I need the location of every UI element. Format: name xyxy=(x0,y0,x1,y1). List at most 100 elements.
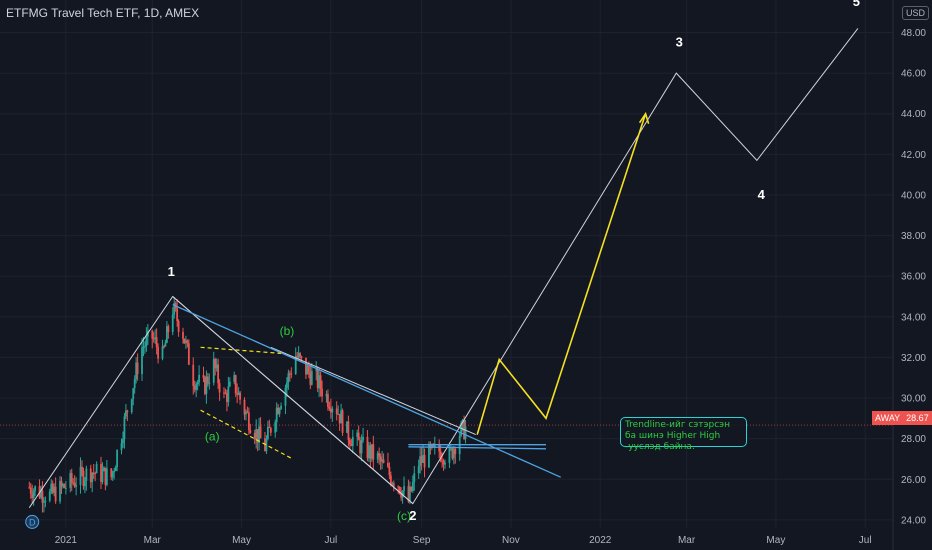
price-axis[interactable]: 24.00 26.00 28.00 30.00 32.00 34.00 36.00 38.00… xyxy=(901,28,926,526)
y-tick-label: 28.00 xyxy=(901,434,926,445)
candle-body xyxy=(126,410,129,413)
y-tick-label: 46.00 xyxy=(901,69,926,80)
candle-body xyxy=(284,387,287,406)
candle-body xyxy=(218,383,221,393)
annotation-callout[interactable]: Trendline-ийг сэтэрсэн ба шинэ Higher Hi… xyxy=(620,417,747,452)
candle-body xyxy=(69,473,72,488)
candle-body xyxy=(409,486,411,502)
candle-body xyxy=(348,440,351,444)
x-tick-label: Nov xyxy=(502,535,520,546)
candlestick-series xyxy=(28,296,467,513)
candle-body xyxy=(439,451,442,461)
candle-body xyxy=(255,429,258,440)
candle-body xyxy=(413,473,416,483)
candle-body xyxy=(183,338,186,344)
y-tick-label: 24.00 xyxy=(901,515,926,526)
candle-body xyxy=(432,444,435,447)
y-tick-label: 38.00 xyxy=(901,231,926,242)
candle-body xyxy=(428,444,430,468)
candle-body xyxy=(196,382,199,385)
candle-body xyxy=(111,471,114,478)
elliott-wave-path xyxy=(28,28,859,508)
candle-body xyxy=(202,374,205,378)
candle-body xyxy=(223,392,225,394)
candle-body xyxy=(54,486,57,502)
candle-body xyxy=(154,337,157,339)
candle-body xyxy=(142,346,145,348)
candle-body xyxy=(328,406,331,409)
candle-body xyxy=(40,490,42,498)
candle-body xyxy=(94,472,97,474)
candle-body xyxy=(407,486,410,502)
wave-label: (a) xyxy=(205,430,220,444)
candle-body xyxy=(62,484,64,487)
candle-body xyxy=(249,430,252,433)
y-tick-label: 26.00 xyxy=(901,475,926,486)
wave-label: 4 xyxy=(758,187,766,202)
candle-body xyxy=(214,359,217,369)
candle-body xyxy=(164,342,167,347)
candle-body xyxy=(419,456,422,467)
x-tick-label: Jul xyxy=(324,535,337,546)
candle-body xyxy=(122,439,124,444)
candle-body xyxy=(92,472,95,474)
projection-arrowhead xyxy=(638,111,650,124)
y-tick-label: 44.00 xyxy=(901,109,926,120)
y-tick-label: 36.00 xyxy=(901,272,926,283)
candle-body xyxy=(452,448,455,459)
y-tick-label: 30.00 xyxy=(901,394,926,405)
candle-body xyxy=(389,475,392,484)
chart-title: ETFMG Travel Tech ETF, 1D, AMEX xyxy=(6,6,200,20)
grid-lines xyxy=(0,0,894,550)
candle-body xyxy=(350,443,353,447)
last-price-value: 28.67 xyxy=(903,411,932,425)
candle-body xyxy=(433,444,436,447)
candle-body xyxy=(130,399,133,413)
candle-body xyxy=(132,388,135,400)
candle-body xyxy=(417,466,420,474)
candle-body xyxy=(193,386,196,390)
x-tick-label: 2022 xyxy=(589,535,612,546)
candle-body xyxy=(152,338,155,340)
candle-body xyxy=(294,356,297,374)
candle-body xyxy=(318,375,321,389)
candle-body xyxy=(258,426,261,443)
candle-body xyxy=(135,362,138,380)
candle-body xyxy=(403,486,405,491)
candle-body xyxy=(372,444,375,460)
candle-body xyxy=(95,464,98,474)
candle-body xyxy=(123,416,126,440)
candle-body xyxy=(110,468,113,478)
candle-body xyxy=(163,346,165,348)
candle-body xyxy=(101,471,104,482)
candle-body xyxy=(387,462,389,467)
candle-body xyxy=(246,411,249,413)
candle-body xyxy=(103,467,105,472)
candle-body xyxy=(198,374,200,383)
time-axis[interactable]: 2021 Mar May Jul Sep Nov 2022 Mar May Jul xyxy=(55,535,872,546)
candle-body xyxy=(253,432,256,440)
candle-body xyxy=(288,373,291,375)
candle-body xyxy=(177,320,180,332)
candle-body xyxy=(287,373,290,383)
candle-body xyxy=(51,483,54,493)
projection-path xyxy=(476,113,647,435)
candle-body xyxy=(29,487,32,494)
candle-body xyxy=(319,375,322,389)
candle-body xyxy=(286,382,288,388)
candle-body xyxy=(79,466,82,485)
candle-body xyxy=(234,375,237,394)
y-tick-label: 42.00 xyxy=(901,150,926,161)
currency-badge[interactable]: USD xyxy=(902,6,930,20)
candle-body xyxy=(192,364,195,387)
candle-body xyxy=(141,347,143,375)
candle-body xyxy=(300,356,303,358)
candle-body xyxy=(277,407,280,414)
candle-body xyxy=(307,366,310,373)
candle-body xyxy=(423,454,426,468)
candle-body xyxy=(369,445,372,459)
y-tick-label: 40.00 xyxy=(901,190,926,201)
candle-body xyxy=(444,462,446,465)
